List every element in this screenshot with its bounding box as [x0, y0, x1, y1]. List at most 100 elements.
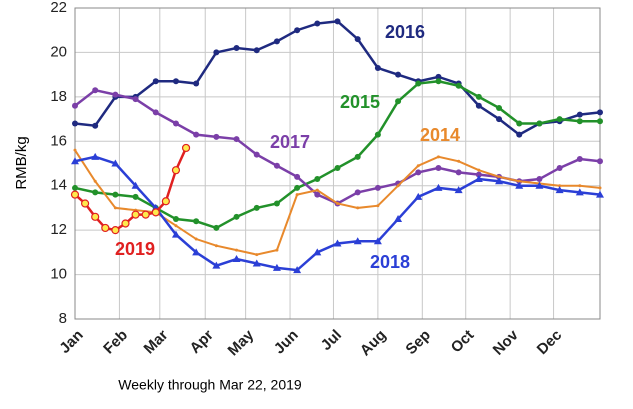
marker [161, 197, 170, 206]
marker [213, 49, 220, 56]
x-tick-label: Sep [402, 327, 433, 358]
marker [72, 184, 78, 191]
marker [92, 87, 99, 94]
y-tick-label: 18 [50, 88, 67, 105]
marker [576, 118, 583, 125]
marker [334, 164, 341, 171]
marker [497, 175, 501, 179]
y-axis-label: RMB/kg [13, 136, 30, 189]
marker [212, 261, 221, 269]
marker [535, 181, 544, 189]
marker [233, 136, 240, 143]
marker [536, 120, 543, 127]
marker [474, 175, 483, 183]
marker [193, 218, 200, 225]
marker [598, 186, 602, 190]
y-tick-label: 20 [50, 43, 67, 60]
marker [597, 109, 603, 116]
marker [477, 168, 481, 172]
x-axis-label: Weekly through Mar 22, 2019 [118, 377, 302, 393]
marker [596, 190, 604, 198]
marker [455, 82, 462, 89]
marker [555, 186, 564, 194]
marker [121, 219, 130, 228]
marker [475, 102, 482, 109]
marker [91, 152, 100, 160]
marker [70, 190, 80, 199]
marker [253, 47, 260, 54]
marker [194, 237, 198, 241]
marker [273, 162, 280, 169]
marker [354, 36, 361, 43]
x-tick-label: Jun [271, 327, 302, 358]
marker [457, 159, 461, 163]
marker [353, 237, 362, 245]
series-label: 2019 [115, 239, 155, 259]
marker [80, 199, 90, 208]
plot-border [74, 7, 601, 320]
marker [416, 164, 420, 168]
marker [436, 155, 440, 159]
x-tick-label: Apr [187, 327, 217, 357]
marker [275, 248, 279, 252]
marker [172, 78, 179, 85]
marker [516, 120, 523, 127]
x-tick-label: Jul [318, 327, 345, 354]
marker [93, 179, 97, 183]
marker [374, 184, 381, 191]
x-tick-label: Aug [357, 327, 390, 360]
marker [233, 213, 240, 220]
marker [376, 204, 380, 208]
marker [293, 266, 302, 274]
y-tick-label: 10 [50, 266, 67, 283]
x-tick-label: Mar [141, 327, 172, 358]
marker [294, 184, 301, 191]
marker [174, 224, 178, 228]
marker [536, 176, 543, 183]
marker [112, 191, 119, 198]
marker [151, 208, 160, 217]
marker [576, 156, 583, 163]
y-tick-label: 16 [50, 132, 67, 149]
marker [253, 204, 260, 211]
marker [111, 159, 120, 167]
marker [181, 143, 191, 153]
y-tick-label: 14 [50, 177, 67, 194]
marker [517, 179, 521, 183]
marker [101, 223, 110, 233]
marker [333, 239, 342, 247]
marker [496, 116, 503, 123]
marker [272, 263, 281, 271]
marker [141, 210, 150, 219]
series-label: 2014 [420, 125, 460, 145]
marker [516, 131, 523, 138]
marker [556, 116, 563, 123]
marker [394, 215, 403, 223]
marker [193, 80, 200, 87]
x-tick-label: Dec [534, 327, 565, 358]
marker [415, 169, 422, 176]
series-line [74, 20, 601, 137]
marker [356, 206, 360, 210]
marker [132, 193, 139, 200]
marker [192, 248, 201, 256]
marker [354, 153, 361, 160]
marker [273, 38, 280, 45]
marker [252, 259, 261, 267]
marker [91, 212, 100, 221]
marker [112, 91, 119, 98]
marker [314, 20, 321, 27]
marker [373, 237, 382, 245]
marker [214, 244, 218, 248]
marker [113, 206, 117, 210]
marker [72, 102, 78, 109]
marker [395, 71, 402, 78]
marker [92, 189, 99, 196]
x-tick-label: May [225, 326, 258, 359]
marker [111, 226, 120, 235]
marker [273, 200, 280, 207]
marker [235, 248, 239, 252]
y-tick-label: 12 [50, 221, 67, 238]
marker [515, 181, 524, 189]
